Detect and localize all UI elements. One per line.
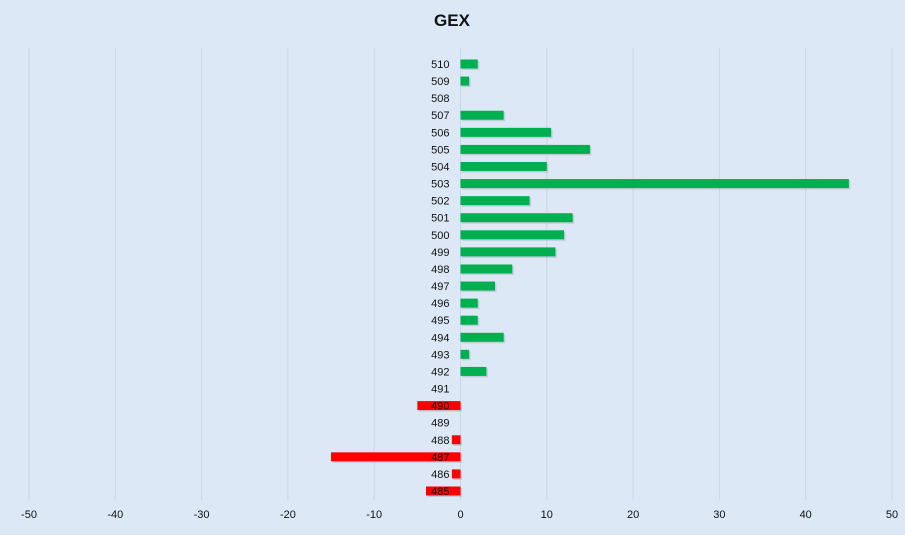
x-tick-label: -20	[280, 509, 296, 521]
category-label: 494	[431, 332, 449, 344]
bar-497	[460, 281, 496, 291]
bar-493	[460, 349, 470, 359]
category-label: 489	[431, 418, 449, 430]
category-label: 508	[431, 93, 449, 105]
category-label: 485	[431, 486, 449, 498]
bar-507	[460, 110, 504, 120]
bars	[331, 59, 851, 497]
chart-title: GEX	[434, 11, 471, 30]
category-label: 495	[431, 315, 449, 327]
category-label: 490	[431, 401, 449, 413]
bar-487	[331, 452, 461, 462]
category-labels: 510 509 508 507 506 505 504 503 502 501 500 499 498 4…	[431, 59, 449, 498]
category-label: 492	[431, 366, 449, 378]
category-label: 507	[431, 110, 449, 122]
bar-504	[460, 161, 547, 171]
bar-500	[460, 230, 565, 240]
x-tick-label: -30	[194, 509, 210, 521]
bar-492	[460, 366, 487, 376]
category-label: 503	[431, 179, 449, 191]
bar-509	[460, 76, 470, 86]
bar-486	[451, 469, 461, 479]
bar-506	[460, 127, 552, 137]
category-label: 501	[431, 213, 449, 225]
category-label: 499	[431, 247, 449, 259]
bar-505	[460, 144, 590, 154]
x-tick-label: 10	[541, 509, 553, 521]
bar-494	[460, 332, 504, 342]
bar-502	[460, 196, 530, 206]
x-tick-label: -40	[107, 509, 123, 521]
bar-499	[460, 247, 556, 257]
bar-495	[460, 315, 478, 325]
bar-510	[460, 59, 478, 69]
x-tick-label: -50	[21, 509, 37, 521]
category-label: 498	[431, 264, 449, 276]
bar-498	[460, 264, 513, 274]
bar-488	[451, 435, 461, 445]
bar-501	[460, 213, 573, 223]
category-label: 502	[431, 196, 449, 208]
category-label: 488	[431, 435, 449, 447]
category-label: 500	[431, 230, 449, 242]
x-tick-label: 20	[627, 509, 639, 521]
x-tick-label: 40	[800, 509, 812, 521]
x-tick-label: -10	[366, 509, 382, 521]
category-label: 510	[431, 59, 449, 71]
x-axis-tick-labels: -50 -40 -30 -20 -10 0 10 20 30 40 50	[21, 509, 898, 521]
category-label: 504	[431, 161, 449, 173]
gridlines	[28, 48, 893, 500]
bar-490	[417, 401, 461, 411]
bar-485	[425, 486, 461, 496]
category-label: 496	[431, 298, 449, 310]
bar-496	[460, 298, 478, 308]
category-label: 505	[431, 144, 449, 156]
category-label: 491	[431, 384, 449, 396]
category-label: 486	[431, 469, 449, 481]
category-label: 497	[431, 281, 449, 293]
bar-503	[460, 179, 849, 189]
category-label: 509	[431, 76, 449, 88]
category-label: 487	[431, 452, 449, 464]
category-label: 493	[431, 349, 449, 361]
category-label: 506	[431, 127, 449, 139]
x-tick-label: 0	[457, 509, 463, 521]
x-tick-label: 50	[886, 509, 898, 521]
x-tick-label: 30	[713, 509, 725, 521]
